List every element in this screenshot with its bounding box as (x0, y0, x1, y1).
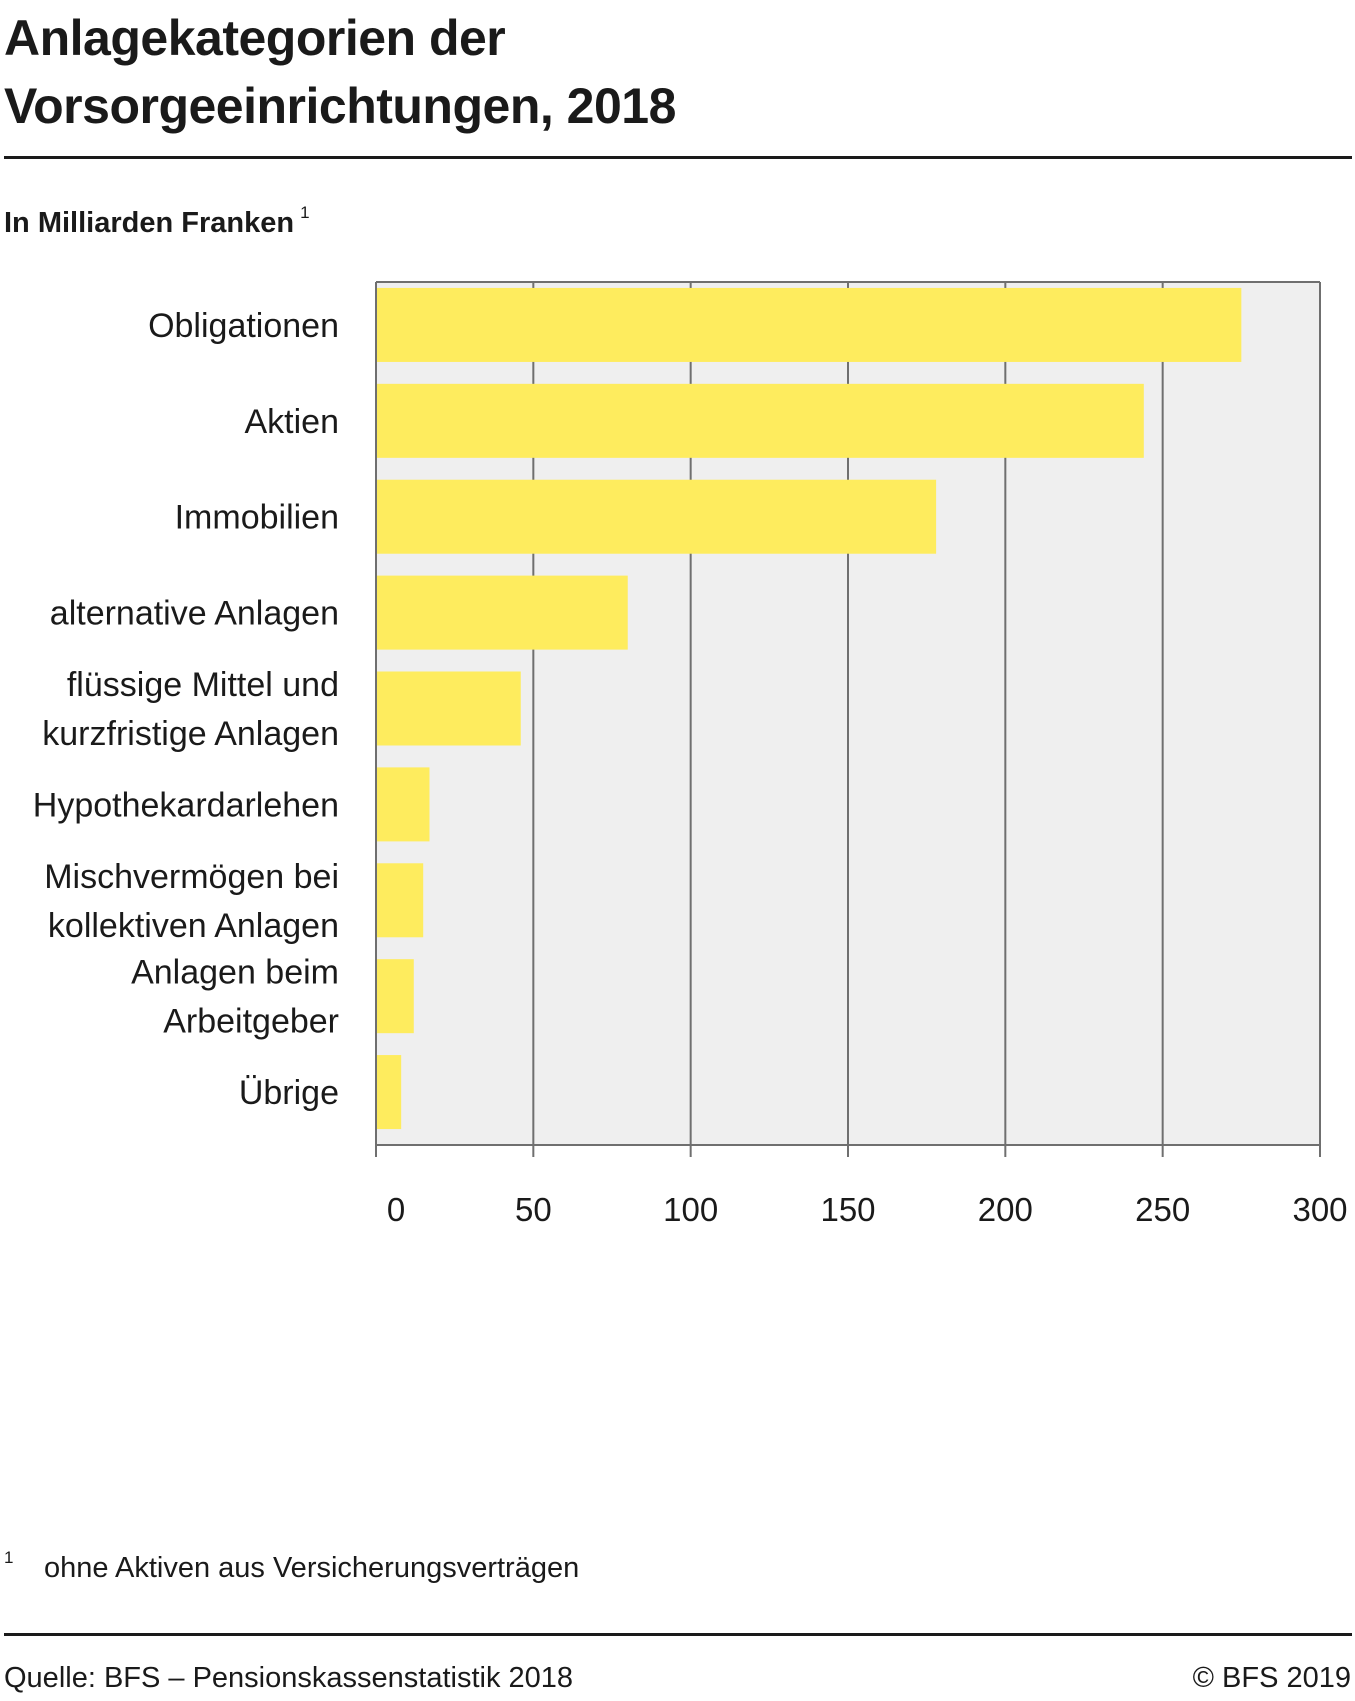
bar (377, 863, 424, 938)
top-divider (4, 156, 1352, 159)
category-label-line: Obligationen (148, 307, 339, 345)
category-label: flüssige Mittel und kurzfristige Anlagen (42, 666, 339, 753)
footnote: 1 ohne Aktiven aus Versicherungsverträgen (4, 1548, 579, 1585)
bar (377, 575, 628, 650)
category-label-line: Arbeitgeber (163, 1003, 339, 1041)
unit-footnote-mark: 1 (300, 203, 310, 222)
bar (377, 671, 521, 746)
chart-title-line-2: Vorsorgeeinrichtungen, 2018 (4, 78, 676, 134)
bar (377, 767, 430, 842)
category-label-line: Hypothekardarlehen (33, 786, 339, 824)
category-label: Mischvermögen bei kollektiven Anlagen (44, 858, 339, 945)
category-label: alternative Anlagen (50, 595, 339, 633)
chart-title-line-1: Anlagekategorien der (4, 10, 506, 66)
x-tick-label: 150 (820, 1191, 875, 1228)
category-label: Immobilien (175, 499, 339, 537)
x-tick-label: 200 (978, 1191, 1033, 1228)
footnote-mark: 1 (4, 1548, 14, 1567)
category-label-line: Anlagen beim (131, 954, 339, 992)
category-label-line: Mischvermögen bei (44, 858, 339, 896)
category-label-line: kurzfristige Anlagen (42, 715, 339, 753)
category-label: Obligationen (148, 307, 339, 345)
category-label-line: Übrige (239, 1074, 339, 1112)
copyright-note: © BFS 2019 (1192, 1662, 1351, 1694)
category-label-line: flüssige Mittel und (67, 666, 339, 704)
category-label-line: alternative Anlagen (50, 595, 339, 633)
x-tick-label: 250 (1135, 1191, 1190, 1228)
bar (377, 959, 414, 1034)
category-label-line: Aktien (245, 403, 340, 441)
unit-label: In Milliarden Franken 1 (4, 203, 310, 240)
unit-text: In Milliarden Franken (4, 207, 295, 239)
category-label: Aktien (245, 403, 340, 441)
footnote-text: ohne Aktiven aus Versicherungsverträgen (44, 1552, 580, 1584)
x-tick-label: 50 (515, 1191, 552, 1228)
bar (377, 1055, 402, 1130)
bar-chart: 0 50 100 150 200 250 300 Obligationen Aktien Immo… (33, 281, 1348, 1228)
x-tick-label: 300 (1292, 1191, 1347, 1228)
category-label-line: Immobilien (175, 499, 339, 537)
bar (377, 287, 1242, 362)
bar (377, 383, 1144, 458)
category-label: Hypothekardarlehen (33, 786, 339, 824)
x-tick-label: 100 (663, 1191, 718, 1228)
category-label: Übrige (239, 1074, 339, 1112)
source-note: Quelle: BFS – Pensionskassenstatistik 20… (4, 1662, 574, 1694)
x-tick-label: 0 (387, 1191, 405, 1228)
category-label-line: kollektiven Anlagen (48, 907, 339, 945)
category-label: Anlagen beim Arbeitgeber (131, 954, 339, 1041)
chart-title: Anlagekategorien der Vorsorgeeinrichtung… (4, 4, 1304, 140)
bottom-divider (4, 1633, 1352, 1636)
bar (377, 479, 937, 554)
